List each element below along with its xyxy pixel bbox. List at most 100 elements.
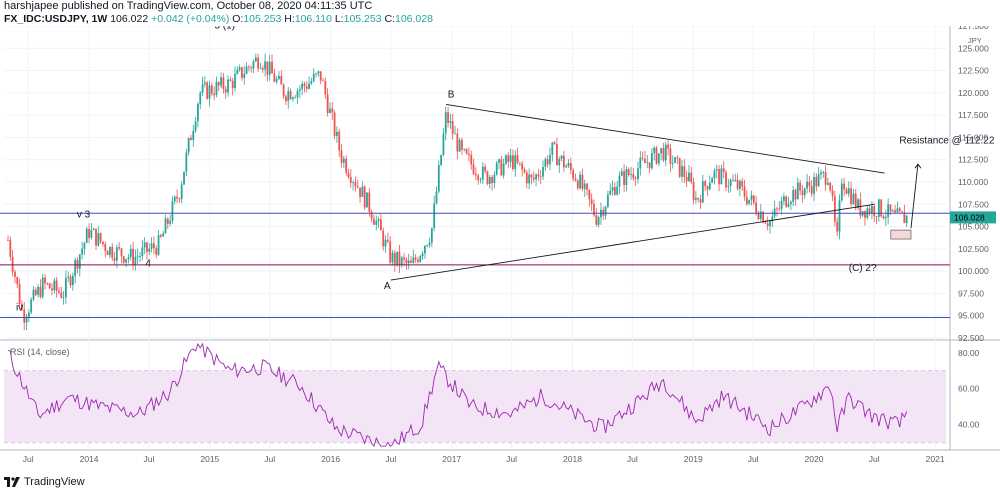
candle-body (366, 192, 368, 208)
candle-body (400, 257, 403, 266)
candle-body (393, 252, 396, 265)
candle-body (48, 283, 51, 289)
candle-body (813, 176, 815, 194)
candle-body (41, 277, 44, 297)
candle-body (891, 210, 894, 212)
candle-body (845, 189, 848, 194)
candle-body (685, 176, 688, 182)
price-tick-label: 115.000 (958, 132, 988, 142)
price-change: +0.042 (+0.04%) (151, 13, 230, 25)
candle-body (217, 82, 220, 86)
candle-body (349, 176, 352, 183)
time-tick-label: 2020 (805, 454, 824, 464)
candle-body (822, 171, 825, 173)
candle-body (609, 190, 612, 195)
candle-body (268, 61, 271, 75)
candle-body (583, 183, 586, 189)
price-tick-label: 102.500 (958, 244, 989, 254)
time-tick-label: 2015 (200, 454, 219, 464)
candle-body (618, 175, 621, 187)
candle-body (597, 217, 600, 225)
price-axis[interactable]: 127.500 125.000 122.500 120.000 117.500 115.0… (950, 26, 996, 343)
candle-body (322, 80, 324, 82)
candle-body (477, 175, 480, 180)
rsi-axis[interactable]: 80.00 60.00 40.00 (958, 348, 980, 430)
candle-body (648, 162, 651, 169)
candle-body (627, 169, 630, 175)
candle-body (486, 171, 489, 184)
candle-body (762, 211, 764, 223)
candle-body (576, 180, 579, 189)
candle-body (662, 148, 665, 161)
candle-body (743, 186, 746, 197)
candle-body (713, 170, 716, 179)
time-axis[interactable]: Jul 2014 Jul 2015 Jul 2016 Jul 2017 Jul 2018 Jul 20… (23, 454, 945, 464)
rsi-title: RSI (14, close) (10, 347, 70, 357)
candle-body (773, 208, 776, 217)
candle-body (356, 186, 359, 188)
candle-body (801, 190, 804, 196)
candle-body (857, 199, 859, 208)
open-label: O: (232, 13, 244, 25)
price-chart[interactable]: 5 (1) Bv 3 4 iv A (C) 2? Resistance @ 112.22 1… (0, 26, 1000, 474)
candle-body (222, 77, 225, 89)
candle-body (430, 228, 433, 243)
candle-body (109, 246, 111, 256)
candle-body (560, 155, 563, 159)
candle-body (289, 91, 292, 100)
candle-body (451, 121, 454, 134)
candle-body (764, 222, 767, 224)
candle-body (312, 73, 315, 82)
candle-body (377, 219, 380, 222)
candle-body (833, 196, 836, 222)
candle-body (574, 178, 577, 181)
candle-body (444, 112, 447, 134)
price-tick-label: 100.000 (958, 266, 989, 276)
candle-body (720, 168, 723, 185)
candle-body (76, 259, 79, 269)
candle-body (368, 192, 371, 212)
time-tick-label: 2016 (321, 454, 340, 464)
candle-body (296, 90, 299, 98)
candle-body (396, 251, 399, 265)
candle-body (759, 211, 762, 220)
candle-body (442, 133, 445, 155)
candle-body (898, 208, 901, 212)
candle-body (514, 155, 517, 170)
candle-body (771, 216, 774, 222)
candle-body (755, 202, 758, 214)
candle-body (669, 148, 672, 164)
candle-body (715, 169, 718, 171)
wave-annotations: 5 (1) Bv 3 4 iv A (C) 2? Resistance @ 112.22 (16, 26, 995, 313)
candle-body (340, 150, 343, 163)
candle-body (81, 248, 84, 255)
time-tick-label: 2021 (926, 454, 945, 464)
candle-body (604, 206, 607, 216)
candle-body (701, 181, 704, 203)
candle-body (500, 159, 503, 176)
candle-body (382, 230, 385, 247)
candle-body (836, 221, 839, 232)
candle-body (787, 204, 790, 207)
candle-body (363, 186, 366, 208)
candle-body (546, 159, 549, 165)
candle-body (134, 256, 137, 266)
candle-body (903, 212, 906, 224)
candle-body (646, 162, 649, 164)
candle-body (257, 57, 260, 69)
candle-body (282, 84, 285, 97)
candle-body (310, 81, 313, 84)
candle-body (572, 169, 575, 179)
candle-body (386, 239, 389, 242)
rsi-tick-label: 40.00 (958, 420, 980, 430)
candle-body (176, 196, 178, 199)
price-tick-label: 105.000 (958, 222, 989, 232)
candle-body (905, 216, 908, 224)
candle-body (512, 155, 514, 170)
candle-body (433, 203, 436, 229)
candle-body (39, 286, 42, 297)
candle-body (558, 158, 561, 166)
candle-body (113, 257, 116, 261)
candle-body (359, 187, 361, 197)
candle-body (16, 277, 19, 285)
